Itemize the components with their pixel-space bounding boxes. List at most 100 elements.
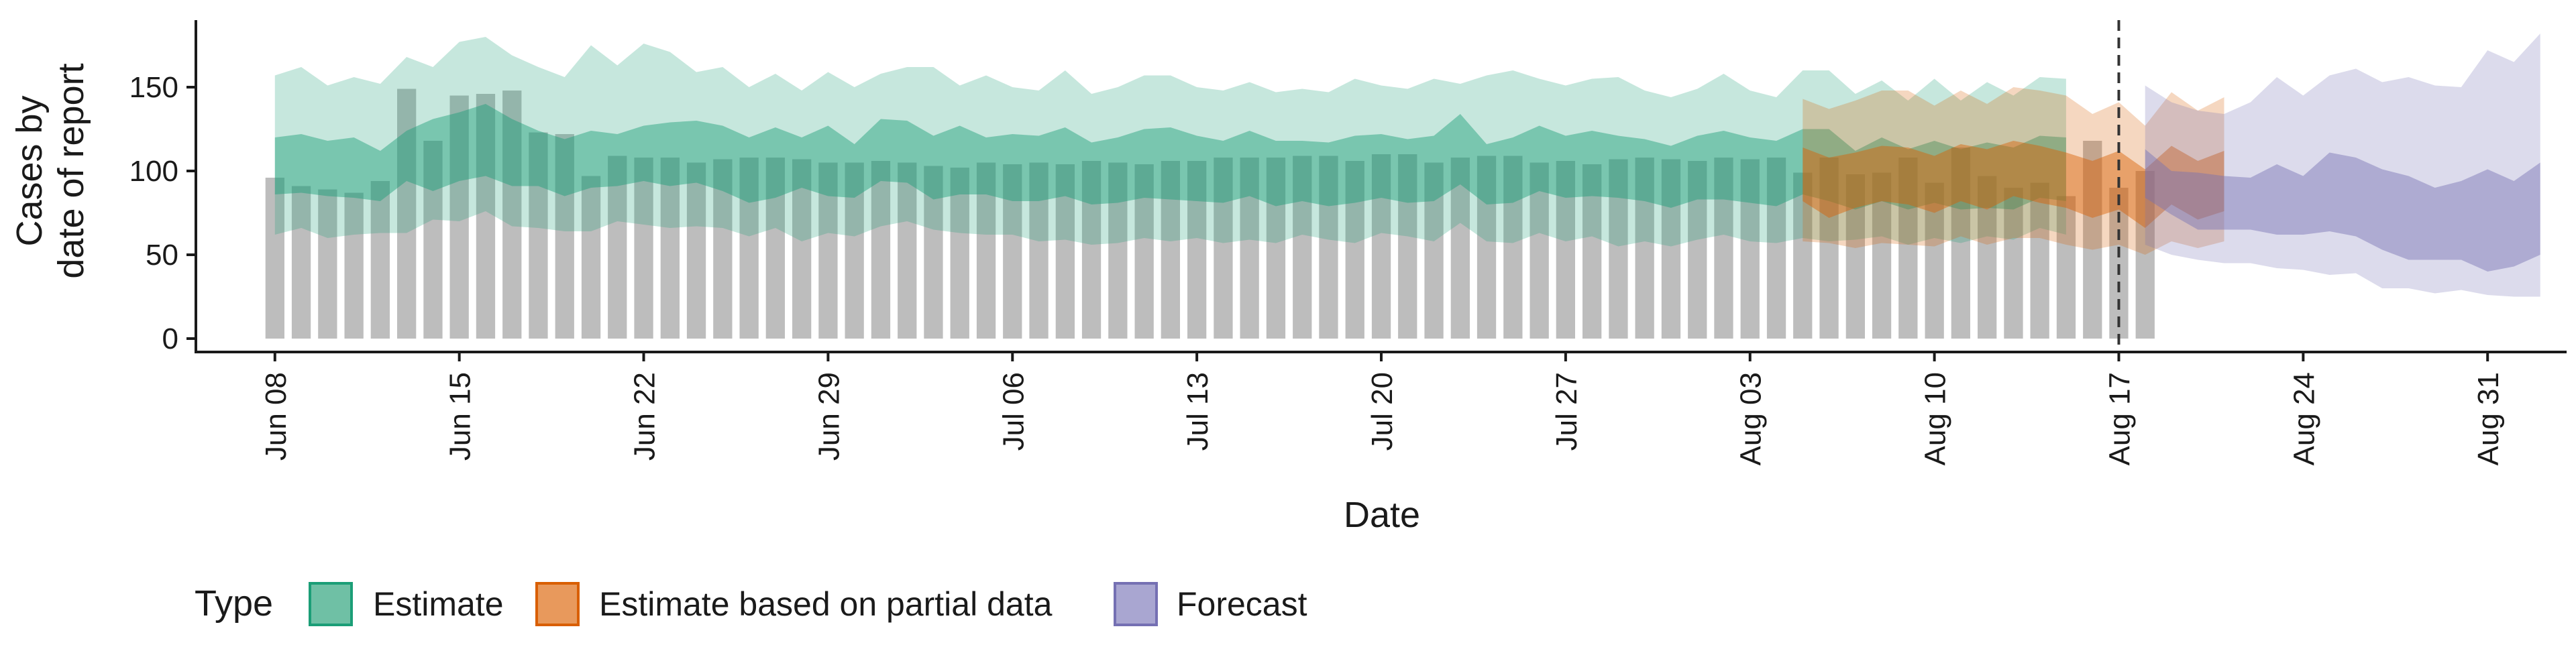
x-tick-label: Aug 10 [1919,372,1952,465]
observed-bar [976,162,996,339]
observed-bar [476,94,496,339]
legend-item-estimate: Estimate [309,582,504,626]
observed-bar [608,156,627,339]
observed-bar [765,158,785,339]
observed-bar [344,192,364,339]
observed-bar [1161,161,1180,339]
observed-bar [449,95,469,339]
observed-bar [555,134,574,339]
legend: Type Estimate Estimate based on partial … [195,582,1307,626]
observed-bar [1740,159,1760,339]
forecast-ci90-band [2145,34,2540,297]
x-tick-label: Aug 31 [2472,372,2505,465]
observed-bar [818,162,838,339]
x-tick-label: Jun 08 [260,372,292,461]
y-tick-labels: 0 50 100 150 [129,71,178,355]
observed-bar [1845,174,1865,339]
observed-bar [1319,156,1338,339]
observed-bar [370,181,390,339]
observed-bar [1556,161,1575,339]
observed-bar [1978,176,1997,339]
observed-bar [845,162,864,339]
observed-bar [898,162,917,339]
observed-bar [1345,161,1364,339]
observed-bar [713,159,733,339]
observed-bar [291,186,311,339]
x-tick-label: Jun 15 [444,372,477,461]
y-tick-label: 100 [129,155,178,188]
observed-bar [634,158,653,339]
observed-bar [2056,196,2076,339]
observed-bar [2004,188,2023,339]
observed-bar [1371,154,1391,339]
observed-bar [265,178,284,339]
axes-layer [186,20,2567,361]
observed-bar [1872,172,1892,339]
observed-bar [1003,164,1022,339]
legend-label-forecast: Forecast [1177,585,1307,623]
observed-bar [1766,158,1786,339]
observed-bar [581,176,601,339]
estimate-ci90-band [274,37,2066,247]
legend-item-partial: Estimate based on partial data [535,582,1053,626]
observed-bar [739,158,759,339]
observed-bar [1450,158,1470,339]
observed-bar [792,159,812,339]
observed-bar [1293,156,1312,339]
observed-bar [1582,164,1602,339]
x-tick-label: Aug 24 [2288,372,2320,465]
observed-bar [1424,162,1444,339]
observed-bar [2083,141,2102,339]
observed-bar [1503,156,1523,339]
observed-bar [1793,172,1813,339]
x-tick-label: Jul 13 [1181,372,1214,451]
legend-item-forecast: Forecast [1114,582,1307,626]
observed-bar [2030,182,2049,339]
observed-bar [950,168,969,339]
legend-title: Type [195,583,273,624]
legend-key-forecast [1114,582,1158,626]
observed-bar [1819,158,1839,339]
observed-bar [1661,159,1681,339]
legend-label-partial: Estimate based on partial data [599,585,1053,623]
observed-bar [686,162,706,339]
observed-bar [1925,182,1944,339]
x-tick-labels: Jun 08 Jun 15 Jun 22 Jun 29 Jul 06 Jul 13 Jul … [260,372,2505,465]
observed-bar [2135,171,2155,339]
observed-bar [1187,161,1207,339]
y-axis-title-line1: Cases by [9,95,50,246]
observed-bar [1898,158,1918,339]
legend-key-partial [535,582,580,626]
observed-bar [1134,164,1154,339]
x-tick-label: Jun 29 [812,372,845,461]
legend-label-estimate: Estimate [373,585,504,623]
observed-bar [660,158,680,339]
legend-key-estimate [309,582,353,626]
observed-bar [1081,161,1102,339]
x-tick-label: Aug 03 [1735,372,1768,465]
observed-bar [529,132,548,339]
observed-bar [1609,159,1628,339]
y-tick-label: 0 [162,322,178,355]
observed-bar [1029,162,1049,339]
observed-bar [502,91,522,339]
observed-bar [423,141,443,339]
observed-bar [871,161,891,339]
observed-bar [1214,158,1233,339]
x-tick-label: Jul 06 [997,372,1030,451]
y-tick-label: 50 [146,239,178,272]
observed-bar [1477,156,1497,339]
observed-bar [397,89,417,339]
observed-bar [1688,161,1707,339]
estimate-ci50-band [274,104,2066,210]
observed-bar [1635,158,1654,339]
x-axis-title: Date [1344,495,1420,535]
observed-cases-bars [265,89,2155,339]
observed-bar [1951,148,1970,339]
observed-bar [1714,158,1733,339]
y-axis-title-line2: date of report [51,63,91,278]
x-tick-label: Jun 22 [629,372,661,461]
x-tick-label: Aug 17 [2104,372,2137,465]
